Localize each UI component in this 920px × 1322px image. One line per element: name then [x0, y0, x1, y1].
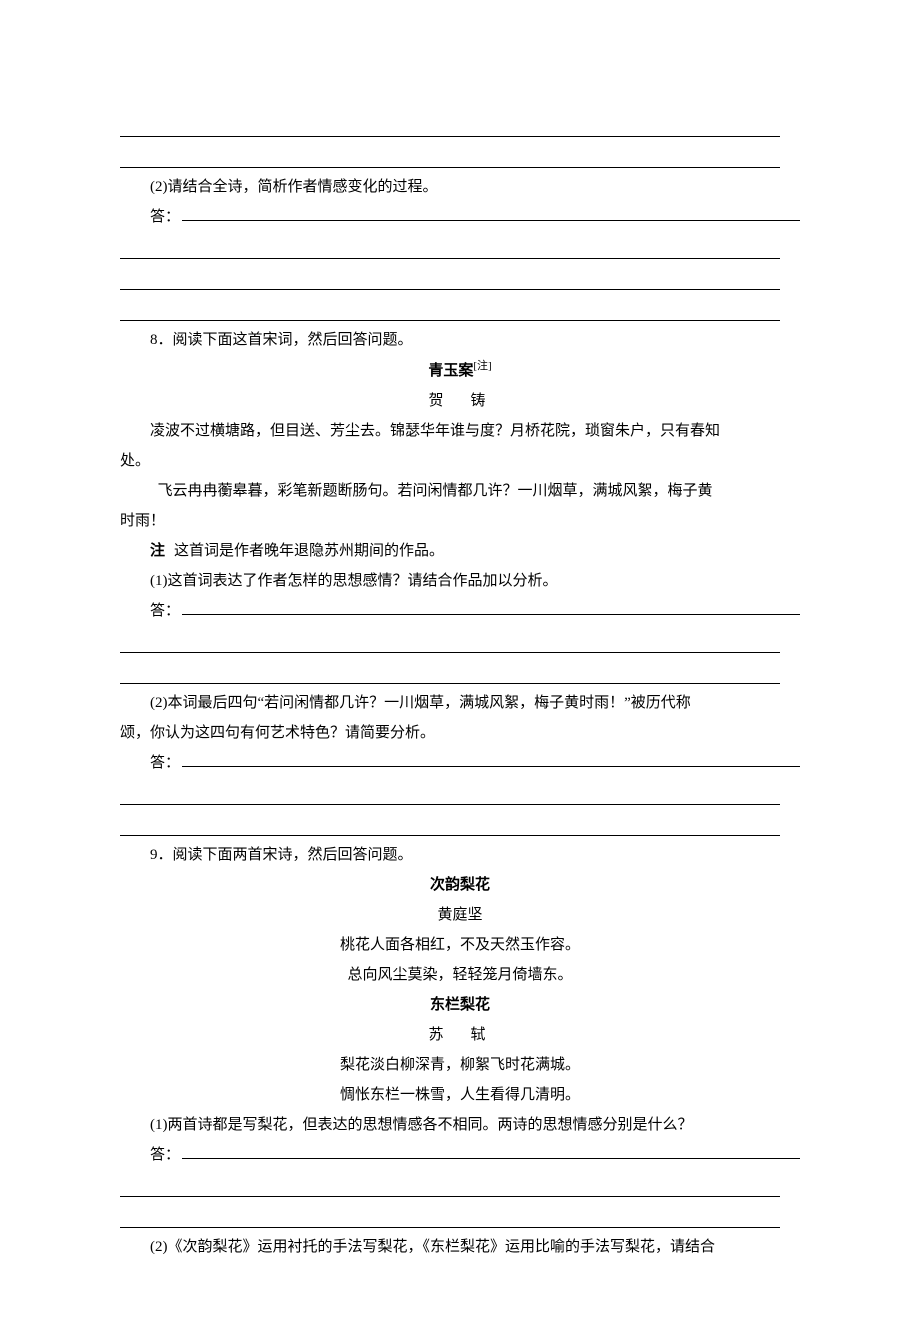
q8-sub2-answer: 答： — [120, 748, 800, 778]
q9-prompt: 9．阅读下面两首宋诗，然后回答问题。 — [120, 840, 800, 870]
fill-line — [120, 1170, 780, 1197]
q8-body-l2: 飞云冉冉蘅皋暮，彩笔新题断肠句。若问闲情都几许？一川烟草，满城风絮，梅子黄 — [120, 476, 800, 506]
fill-line — [120, 232, 780, 259]
fill-line — [120, 778, 780, 805]
q7-sub2: (2)请结合全诗，简析作者情感变化的过程。 — [120, 172, 800, 202]
fill-line — [120, 626, 780, 653]
answer-label: 答： — [150, 596, 180, 626]
q7-sub2-answer: 答： — [120, 202, 800, 232]
q8-body-l1b: 处。 — [120, 446, 800, 476]
q8-title: 青玉案 — [428, 363, 473, 379]
note-label: 注 — [150, 543, 165, 559]
fill-line — [182, 202, 800, 221]
fill-line — [120, 263, 780, 290]
q9-poem1-title: 次韵梨花 — [120, 870, 800, 900]
fill-line — [182, 748, 800, 767]
q9-sub1-answer: 答： — [120, 1140, 800, 1170]
fill-line — [120, 1201, 780, 1228]
q8-sub2a: (2)本词最后四句“若问闲情都几许？一川烟草，满城风絮，梅子黄时雨！”被历代称 — [120, 688, 800, 718]
answer-label: 答： — [150, 1140, 180, 1170]
fill-line — [182, 1140, 800, 1159]
q9-poem2-l1: 梨花淡白柳深青，柳絮飞时花满城。 — [120, 1050, 800, 1080]
fill-line — [120, 110, 780, 137]
q9-poem2-l2: 惆怅东栏一株雪，人生看得几清明。 — [120, 1080, 800, 1110]
fill-line — [120, 294, 780, 321]
q9-poem2-title: 东栏梨花 — [120, 990, 800, 1020]
q9-sub2: (2)《次韵梨花》运用衬托的手法写梨花，《东栏梨花》运用比喻的手法写梨花，请结合 — [120, 1232, 800, 1262]
fill-line — [120, 657, 780, 684]
answer-label: 答： — [150, 202, 180, 232]
q8-prompt: 8．阅读下面这首宋词，然后回答问题。 — [120, 325, 800, 355]
q9-poem2-author: 苏 轼 — [120, 1020, 800, 1050]
q9-poem1-l2: 总向风尘莫染，轻轻笼月倚墙东。 — [120, 960, 800, 990]
q8-sub1: (1)这首词表达了作者怎样的思想感情？请结合作品加以分析。 — [120, 566, 800, 596]
q9-sub1: (1)两首诗都是写梨花，但表达的思想情感各不相同。两诗的思想情感分别是什么？ — [120, 1110, 800, 1140]
q8-author: 贺 铸 — [120, 386, 800, 416]
fill-line — [120, 141, 780, 168]
answer-label: 答： — [150, 748, 180, 778]
note-body: 这首词是作者晚年退隐苏州期间的作品。 — [174, 543, 444, 559]
fill-line — [120, 809, 780, 836]
q8-sub2b: 颂，你认为这四句有何艺术特色？请简要分析。 — [120, 718, 800, 748]
q8-sub1-answer: 答： — [120, 596, 800, 626]
q9-poem1-author: 黄庭坚 — [120, 900, 800, 930]
q8-body-l2b: 时雨！ — [120, 506, 800, 536]
fill-line — [182, 596, 800, 615]
q9-poem1-l1: 桃花人面各相红，不及天然玉作容。 — [120, 930, 800, 960]
q8-title-note: [注] — [473, 360, 491, 372]
q8-body-l1: 凌波不过横塘路，但目送、芳尘去。锦瑟华年谁与度？月桥花院，琐窗朱户，只有春知 — [120, 416, 800, 446]
q8-title-line: 青玉案[注] — [120, 355, 800, 386]
q8-note: 注这首词是作者晚年退隐苏州期间的作品。 — [120, 536, 800, 566]
